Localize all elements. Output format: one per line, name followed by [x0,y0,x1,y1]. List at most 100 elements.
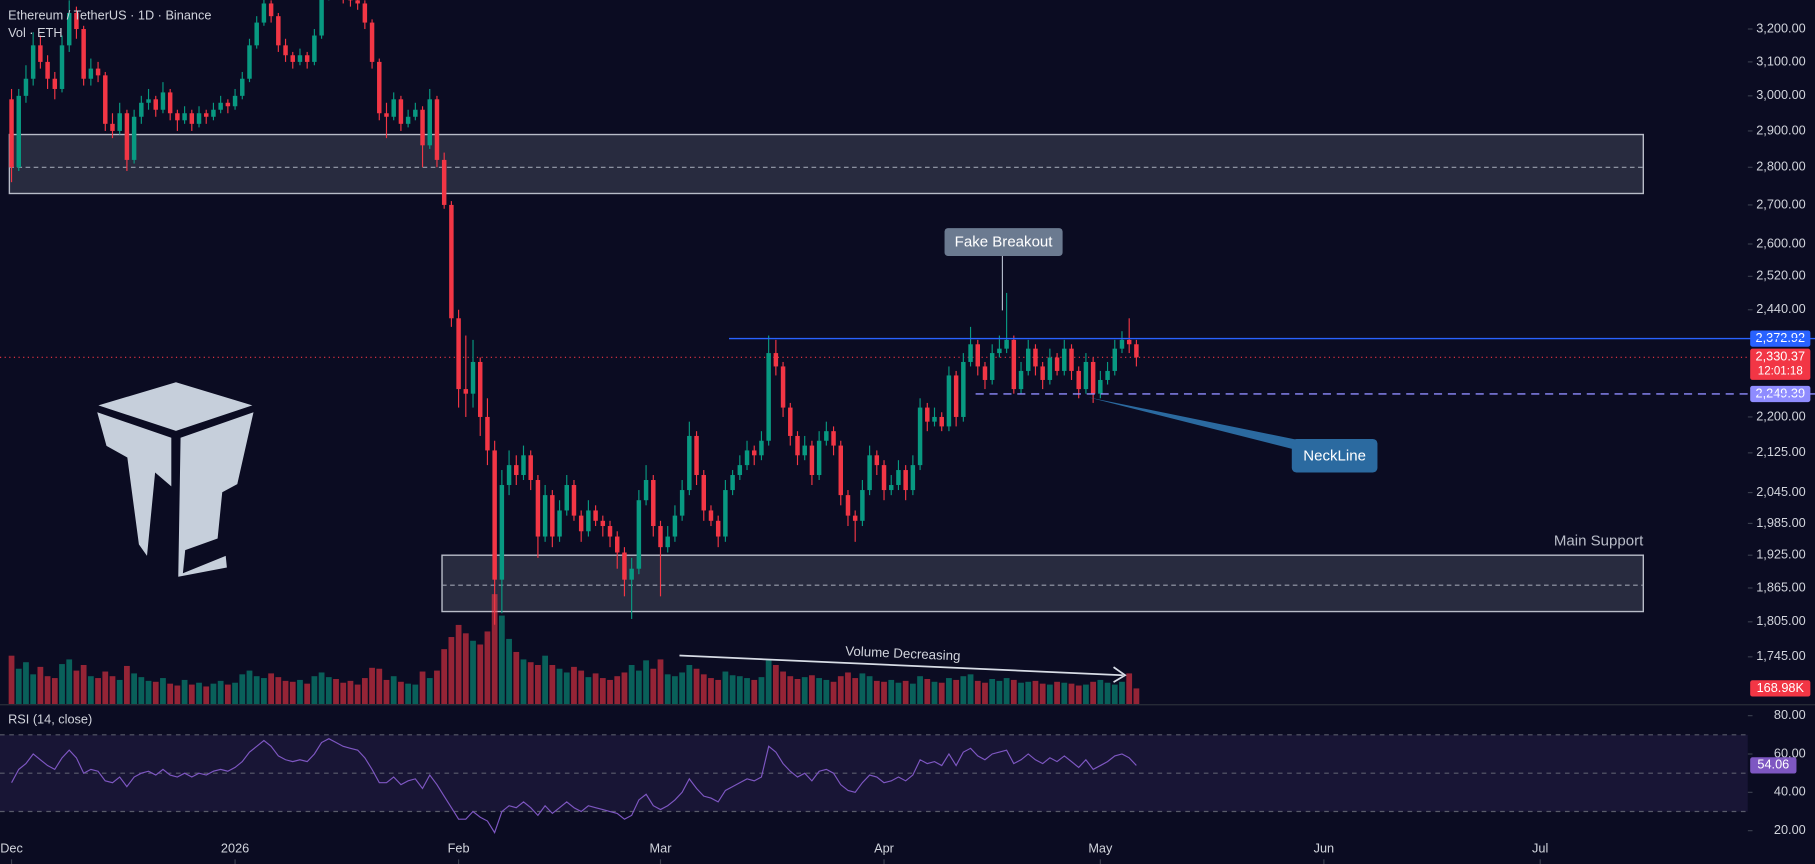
candle-body [124,113,130,160]
volume-bar [946,678,952,705]
volume-bar [405,683,412,705]
candle-body [860,490,865,521]
candle-body [413,109,418,117]
volume-bar [361,678,368,705]
candle-body [153,99,158,110]
candle-body [276,16,281,46]
y-tick-label: 2,900.00 [1756,122,1806,137]
volume-bar [318,672,325,705]
volume-bar [390,676,397,705]
volume-bar [809,675,815,705]
volume-bar [794,678,801,705]
y-tick-label: 2,800.00 [1756,159,1806,174]
volume-bar [974,680,981,705]
candle-body [283,45,288,56]
volume-note: Volume Decreasing [845,643,961,663]
volume-bar [347,680,354,705]
volume-bar [931,681,938,705]
candle-body [23,78,29,96]
candle-body [665,536,670,548]
volume-bar [924,678,931,705]
candle-body [982,366,988,380]
volume-bar [30,674,37,705]
candle-body [975,344,981,367]
volume-bar [426,678,433,705]
volume-bar [1010,679,1017,705]
candle-body [225,102,231,107]
volume-bar [1133,688,1140,705]
volume-bar [73,670,80,705]
volume-bar [621,672,628,705]
volume-bar [982,682,988,705]
candle-body [405,116,411,124]
candle-body [470,361,476,394]
price-pane [0,0,1748,705]
candle-body [1062,348,1067,371]
volume-bar [51,678,58,705]
y-tick-label: 2,045.00 [1756,484,1806,499]
zone [441,554,1645,613]
candle-body [788,407,793,436]
volume-bar [66,659,73,705]
volume-bar [909,683,916,705]
candle-body [824,431,829,441]
candle-body [1047,357,1053,380]
y-tick-label: 2,440.00 [1756,301,1806,316]
candle-body [578,515,584,532]
candle-body [485,416,490,451]
candle-body [521,455,526,476]
volume-bar [816,678,823,705]
volume-bar [23,662,29,705]
rsi-tag-label: 54.06 [1757,757,1789,772]
candle-body [679,490,685,516]
volume-bar [448,637,455,705]
volume-bar [643,660,649,705]
candle-body [1083,361,1089,390]
volume-bar [657,659,664,705]
volume-arrow-head [1113,666,1127,683]
volume-bar [340,682,347,705]
candle-body [1011,339,1017,390]
volume-bar [535,665,541,705]
candle-body [571,485,577,516]
volume-bar [693,668,700,705]
candle-body [636,500,642,569]
volume-bar [1039,683,1046,705]
candle-body [586,510,591,532]
volume-bar [59,664,65,705]
candle-body [989,353,995,380]
candle-body [182,113,187,121]
candle-body [557,510,562,537]
level-tag-label: 2,249.39 [1756,385,1806,400]
volume-bar [87,676,94,705]
candle-body [925,407,930,422]
candle-body [651,480,656,527]
volume-bar [37,666,44,705]
y-tick-label: 1,805.00 [1756,613,1806,628]
candle-body [744,450,750,466]
candle-body [845,495,851,516]
fake-breakout-label: Fake Breakout [955,234,1054,251]
candle-body [514,465,519,476]
zone [8,133,1645,195]
volume-bar [635,670,642,705]
rsi-tick-label: 80.00 [1774,707,1806,722]
volume-bar [830,681,837,705]
candle-body [477,361,483,417]
x-tick-label: 2026 [221,840,249,855]
candle-body [88,68,94,79]
volume-bar [592,673,599,705]
volume-bar [859,673,866,705]
y-tick-label: 3,200.00 [1756,20,1806,35]
volume-bar [895,682,902,705]
last-price-tag-bg [1750,348,1811,380]
volume-bar [563,672,570,705]
volume-bar [837,676,844,705]
volume-bar [672,676,678,705]
candle-body [319,0,324,36]
candle-body [1076,370,1081,390]
candle-body [434,99,440,160]
volume-bar [1075,685,1082,705]
volume-bar [484,631,491,705]
y-tick-label: 1,925.00 [1756,547,1806,562]
